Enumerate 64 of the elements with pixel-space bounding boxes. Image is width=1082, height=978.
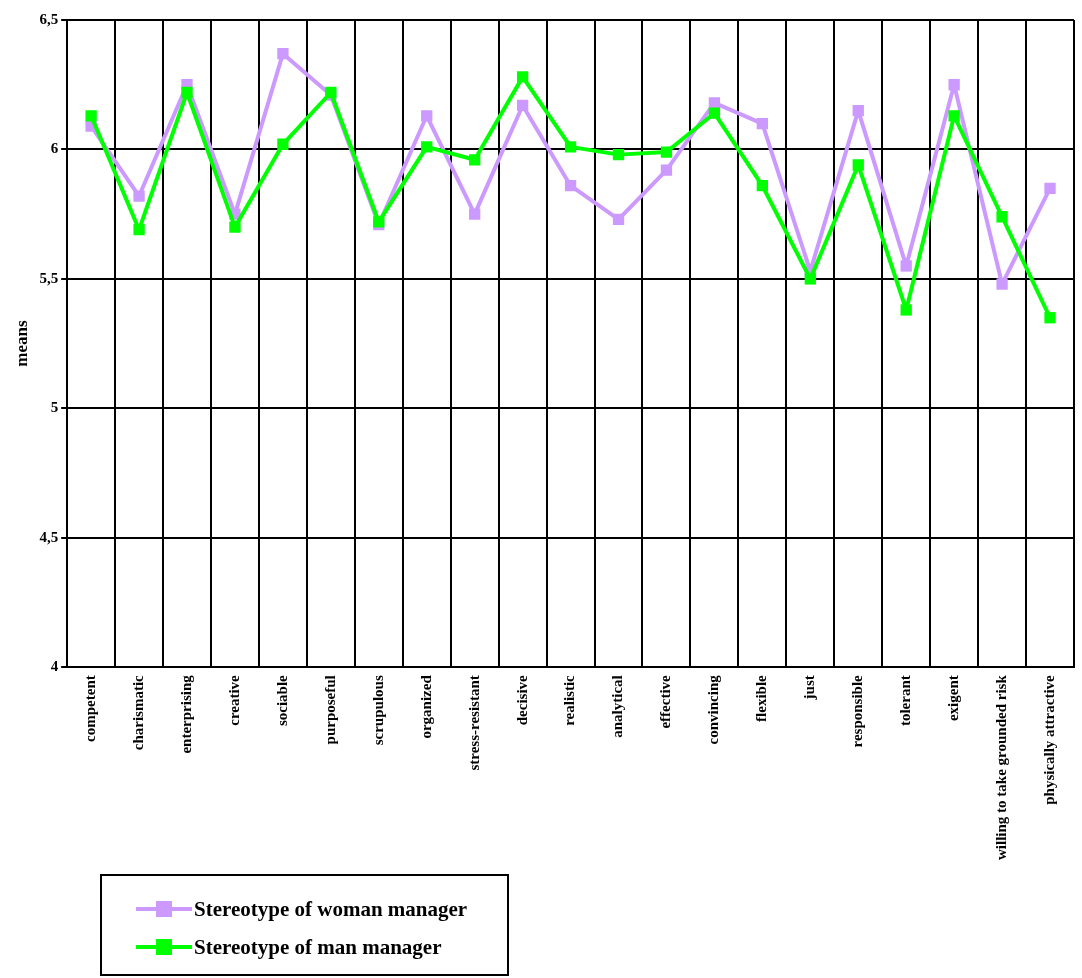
point — [277, 48, 289, 60]
point — [852, 104, 864, 117]
x-tick-label: exigent — [945, 675, 962, 722]
x-tick-label: convincing — [705, 674, 722, 745]
point — [612, 213, 625, 226]
point — [469, 154, 481, 166]
x-tick-label: willing to take grounded risk — [992, 674, 1009, 861]
x-tick-label: sociable — [273, 674, 290, 727]
x-tick-label: decisive — [513, 674, 530, 726]
point — [756, 117, 769, 130]
point — [804, 273, 816, 285]
y-tick-label: 6 — [50, 140, 59, 157]
point — [756, 180, 769, 192]
x-tick-label: physically attractive — [1040, 674, 1057, 805]
point — [516, 71, 529, 83]
point — [948, 110, 960, 122]
point — [996, 278, 1008, 290]
x-tick-label: purposeful — [321, 675, 338, 745]
x-tick-label: just — [801, 675, 818, 701]
y-axis-title: means — [11, 320, 31, 367]
point — [516, 99, 529, 112]
point — [660, 146, 673, 158]
x-tick-label: scrupulous — [369, 675, 386, 746]
y-tick-label: 5 — [50, 399, 59, 416]
x-tick-label: analytical — [609, 675, 626, 738]
x-tick-label: flexible — [753, 674, 770, 722]
x-tick-label: enterprising — [177, 674, 194, 754]
x-tick-label: competent — [82, 675, 98, 742]
x-tick-label: effective — [657, 674, 674, 729]
point — [181, 86, 193, 99]
y-tick-label: 4 — [50, 658, 59, 675]
point — [660, 164, 673, 176]
point — [564, 180, 577, 192]
point — [469, 208, 481, 220]
x-tick-label: creative — [225, 674, 242, 726]
legend-label: Stereotype of woman manager — [194, 896, 468, 922]
point — [1044, 312, 1056, 324]
point — [996, 211, 1008, 223]
point — [229, 221, 241, 233]
point — [85, 110, 97, 122]
point — [708, 107, 721, 119]
point — [900, 260, 912, 272]
y-tick-label: 4,5 — [39, 528, 59, 545]
point — [852, 159, 864, 171]
x-tick-label: charismatic — [129, 674, 146, 751]
x-tick-label: tolerant — [897, 675, 914, 727]
point — [1044, 182, 1056, 194]
y-tick-label: 5,5 — [39, 269, 59, 286]
point — [133, 190, 145, 202]
point — [900, 304, 912, 316]
x-tick-label: organized — [417, 674, 434, 739]
x-tick-label: stress-resistant — [465, 675, 482, 771]
x-tick-label: responsible — [849, 674, 866, 748]
point — [421, 110, 433, 122]
point — [421, 141, 433, 153]
point — [277, 138, 289, 150]
point — [564, 141, 577, 153]
legend-label: Stereotype of man manager — [194, 934, 442, 960]
x-tick-label: realistic — [561, 674, 578, 726]
point — [133, 224, 145, 236]
y-tick-label: 6,5 — [39, 10, 59, 27]
point — [708, 97, 721, 109]
point — [612, 148, 625, 161]
point — [948, 79, 960, 91]
